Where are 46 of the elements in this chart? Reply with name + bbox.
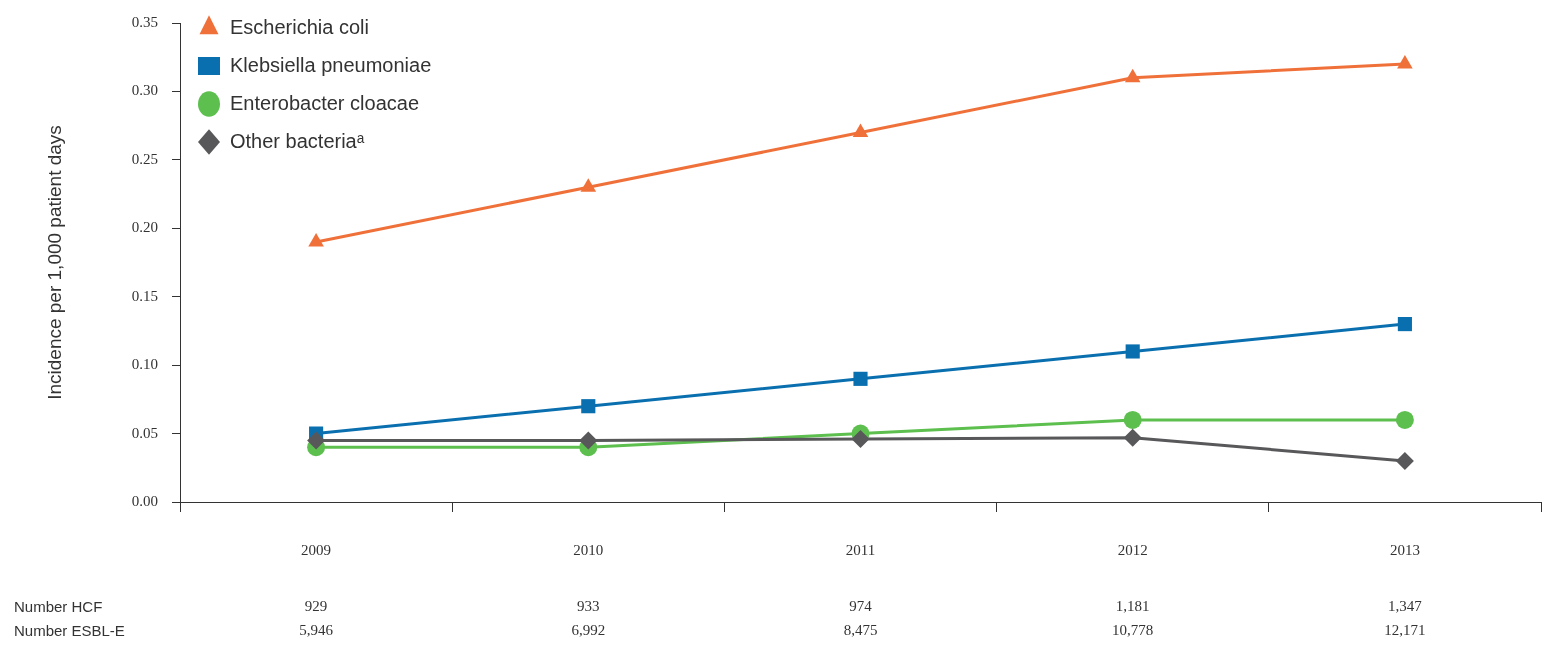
legend-label: Other bacteriaᵃ — [230, 129, 365, 152]
point — [1124, 68, 1141, 83]
text: 933 — [577, 598, 600, 615]
text: 1,181 — [1115, 598, 1150, 615]
y-tick-label: 0.30 — [131, 82, 158, 99]
text: 12,171 — [1384, 622, 1426, 639]
y-tick-label: 0.10 — [131, 356, 158, 373]
y-tick-label: 0.05 — [131, 424, 158, 441]
legend-label: Enterobacter cloacae — [230, 91, 420, 114]
text: 5,946 — [299, 622, 333, 639]
y-tick-label: 0.35 — [131, 13, 158, 30]
x-tick-label: 2009 — [301, 541, 332, 558]
text: 10,778 — [1112, 622, 1154, 639]
text: 6,992 — [571, 622, 606, 639]
text: 1,347 — [1388, 598, 1422, 615]
point — [581, 399, 596, 414]
y-axis-title: Incidence per 1,000 patient days — [43, 125, 65, 400]
x-tick-label: 2013 — [1389, 541, 1420, 558]
x-tick-label: 2012 — [1117, 541, 1148, 558]
text: 929 — [304, 598, 328, 615]
point — [1123, 410, 1142, 429]
point — [853, 371, 868, 386]
point — [1395, 451, 1414, 470]
text: 8,475 — [843, 622, 878, 639]
x-tick-label: 2011 — [845, 541, 876, 558]
point — [580, 178, 597, 192]
point — [1395, 410, 1414, 429]
point — [307, 431, 326, 450]
legend-label: Escherichia coli — [230, 15, 369, 38]
point — [1123, 428, 1142, 447]
point — [1397, 317, 1412, 332]
point — [579, 431, 598, 450]
point — [308, 232, 324, 247]
text: 974 — [849, 598, 872, 615]
y-tick-label: 0.20 — [131, 219, 158, 236]
y-tick-label: 0.25 — [131, 150, 158, 167]
point — [851, 430, 870, 449]
x-tick-label: 2010 — [573, 541, 604, 558]
point — [1397, 55, 1413, 69]
text: Number ESBL-E — [14, 622, 125, 639]
point — [852, 123, 869, 137]
text: Number HCF — [14, 598, 103, 615]
y-tick-label: 0.15 — [131, 287, 158, 304]
point — [1125, 344, 1140, 359]
y-tick-label: 0.00 — [131, 492, 158, 509]
legend-label: Klebsiella pneumoniae — [230, 53, 432, 76]
